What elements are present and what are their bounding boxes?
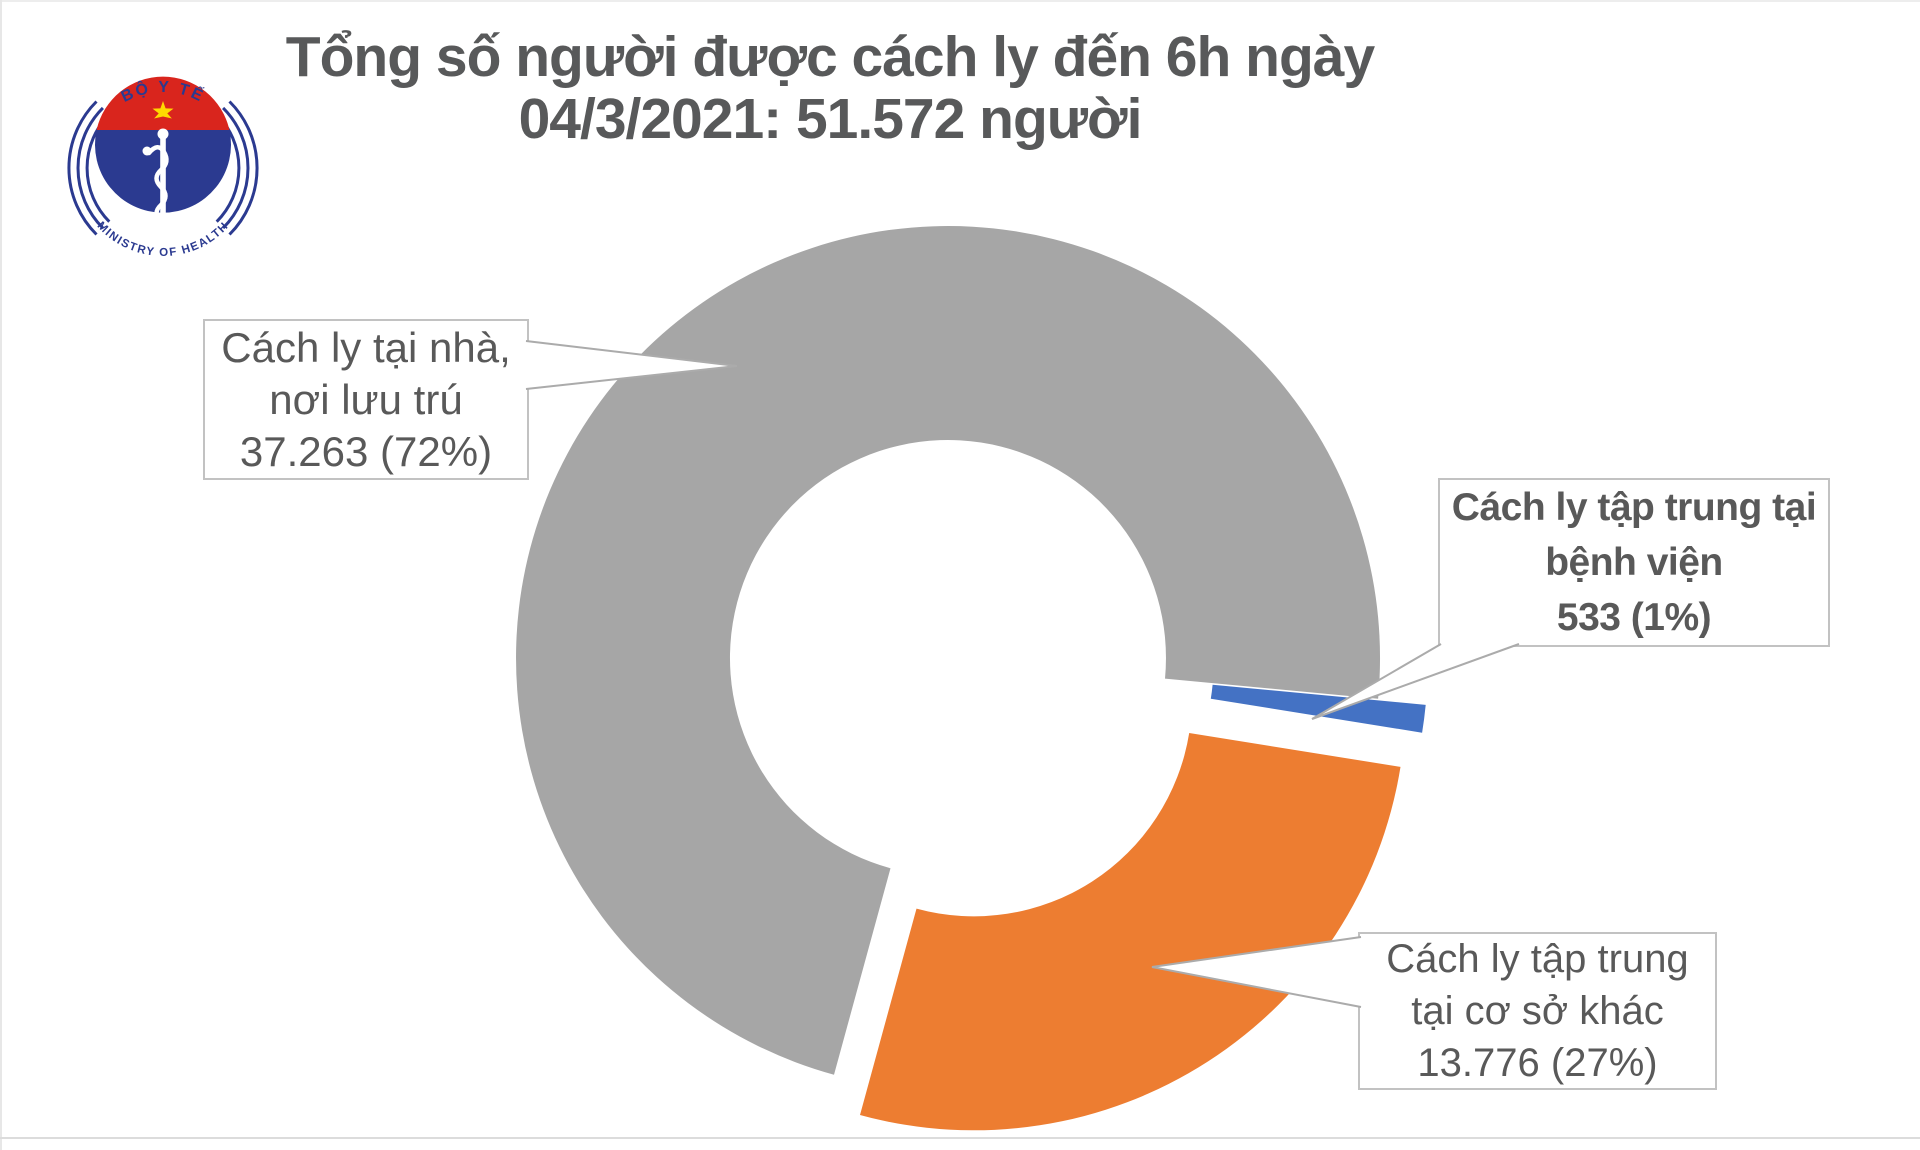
- callout-line: bệnh viện: [1545, 541, 1723, 584]
- ministry-of-health-logo: BỘ Y TẾ MINISTRY OF HEALTH: [67, 76, 259, 259]
- callout-line: Cách ly tại nhà,: [221, 323, 511, 371]
- left-border-line: [0, 0, 2, 1150]
- callout-line: Cách ly tập trung tại: [1451, 486, 1817, 529]
- callout-value: 13.776 (27%): [1417, 1041, 1658, 1085]
- chart-title-line1: Tổng số người được cách ly đến 6h ngày: [285, 25, 1375, 89]
- callout-label-home-quarantine: Cách ly tại nhà, nơi lưu trú 37.263 (72%…: [203, 319, 529, 480]
- chart-title: Tổng số người được cách ly đến 6h ngày 0…: [0, 26, 1660, 150]
- donut-slice-cach-ly-tai-nha-noi-luu-tru: [516, 226, 1381, 1075]
- chart-title-line2: 04/3/2021: 51.572 người: [518, 87, 1143, 151]
- callout-line: tại cơ sở khác: [1411, 989, 1664, 1033]
- callout-line: nơi lưu trú: [269, 375, 463, 423]
- top-border-line: [0, 0, 1920, 2]
- logo-staff-and-snake-icon: [142, 128, 177, 243]
- bottom-border-line: [0, 1137, 1920, 1139]
- callout-value: 533 (1%): [1556, 596, 1712, 639]
- callout-label-other-facility-quarantine: Cách ly tập trung tại cơ sở khác 13.776 …: [1358, 932, 1717, 1090]
- callout-label-hospital-quarantine: Cách ly tập trung tại bệnh viện 533 (1%): [1438, 478, 1830, 647]
- callout-value: 37.263 (72%): [239, 427, 493, 475]
- callout-line: Cách ly tập trung: [1386, 937, 1689, 981]
- logo-star-icon: [152, 101, 174, 119]
- donut-slice-cach-ly-tap-trung-tai-co-so-khac: [860, 733, 1401, 1131]
